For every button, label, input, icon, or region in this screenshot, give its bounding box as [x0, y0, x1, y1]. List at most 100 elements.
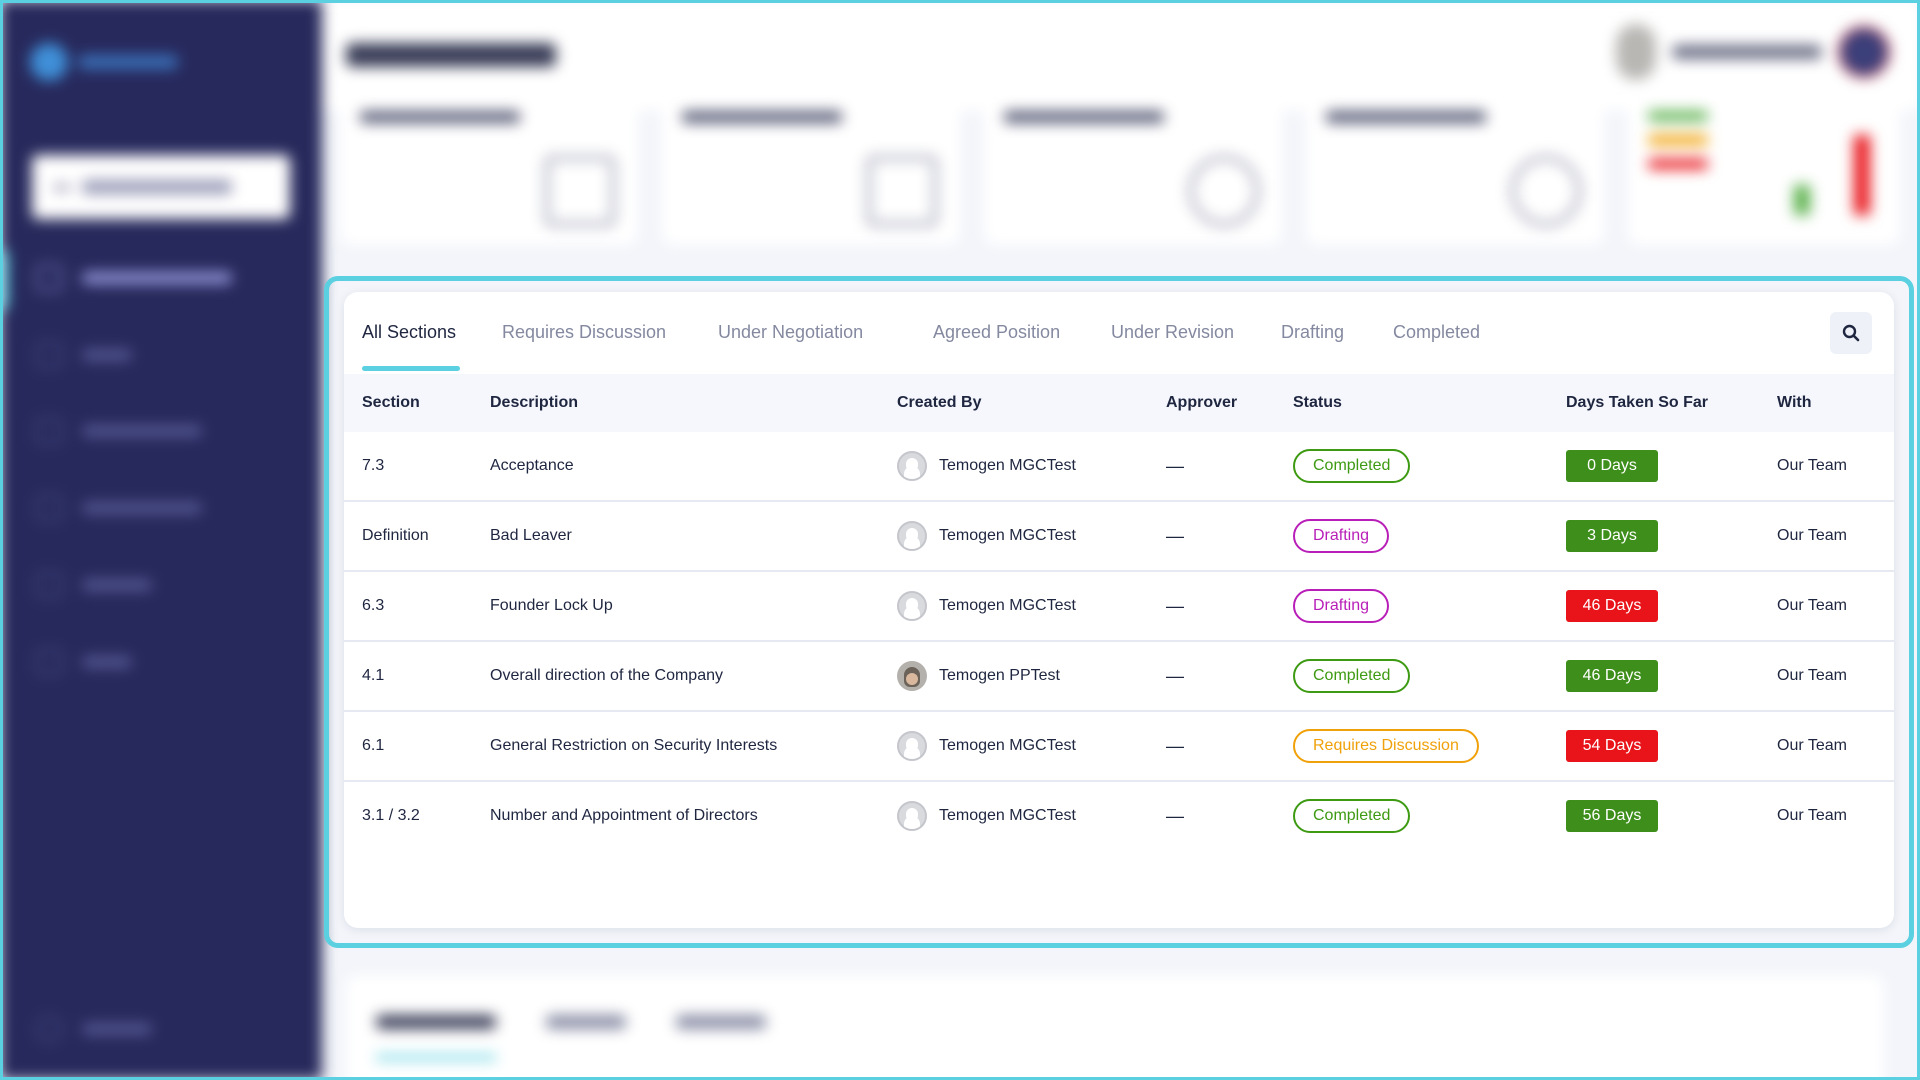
stat-card — [661, 95, 960, 245]
user-avatar — [897, 801, 927, 831]
creator-name: Temogen MGCTest — [939, 527, 1076, 544]
sidebar-item — [36, 570, 152, 600]
table-row[interactable]: 6.3 Founder Lock Up Temogen MGCTest — Drafti… — [344, 572, 1894, 642]
cell-status: Completed — [1293, 782, 1411, 850]
stats-row — [340, 95, 1900, 245]
status-badge: Requires Discussion — [1293, 729, 1479, 763]
cell-description: Founder Lock Up — [490, 597, 613, 614]
cell-days: 46 Days — [1566, 642, 1658, 710]
stat-card — [1305, 95, 1604, 245]
stat-chart-card — [1627, 95, 1900, 245]
cell-approver: — — [1166, 735, 1184, 756]
notification-icon — [1838, 26, 1890, 78]
creator-name: Temogen MGCTest — [939, 457, 1076, 474]
table-header: Section Description Created By Approver … — [344, 374, 1894, 432]
cell-days: 3 Days — [1566, 502, 1658, 570]
user-avatar — [897, 591, 927, 621]
tab-agreed-position[interactable]: Agreed Position — [933, 322, 1061, 342]
cell-status: Completed — [1293, 432, 1411, 500]
cell-created-by: Temogen MGCTest — [897, 712, 1076, 780]
cell-approver: — — [1166, 595, 1184, 616]
tab-all-sections[interactable]: All Sections — [362, 322, 457, 342]
table-body: 7.3 Acceptance Temogen MGCTest — Completed 0 … — [344, 432, 1894, 852]
search-icon — [1842, 324, 1860, 342]
active-tab-underline — [362, 366, 460, 371]
sidebar-item — [36, 493, 202, 523]
user-avatar — [897, 521, 927, 551]
cell-with: Our Team — [1777, 737, 1847, 754]
tab-under-negotiation[interactable]: Under Negotiation — [718, 322, 864, 342]
cell-created-by: Temogen PPTest — [897, 642, 1060, 710]
cell-created-by: Temogen MGCTest — [897, 502, 1076, 570]
column-header-approver: Approver — [1166, 394, 1238, 411]
tab-requires-discussion[interactable]: Requires Discussion — [502, 322, 667, 342]
status-badge: Completed — [1293, 659, 1411, 693]
cell-status: Drafting — [1293, 572, 1390, 640]
cell-status: Requires Discussion — [1293, 712, 1479, 780]
creator-name: Temogen MGCTest — [939, 807, 1076, 824]
table-row[interactable]: 3.1 / 3.2 Number and Appointment of Direc… — [344, 782, 1894, 852]
avatar — [1616, 24, 1656, 80]
cell-with: Our Team — [1777, 597, 1847, 614]
status-badge: Drafting — [1293, 519, 1390, 553]
stat-card — [983, 95, 1282, 245]
sidebar-item — [36, 647, 132, 677]
cell-approver: — — [1166, 455, 1184, 476]
tab-drafting[interactable]: Drafting — [1281, 322, 1345, 342]
cell-created-by: Temogen MGCTest — [897, 432, 1076, 500]
section-tabs: All Sections Requires Discussion Under N… — [362, 292, 1894, 374]
cell-status: Completed — [1293, 642, 1411, 710]
bottom-card — [346, 975, 1884, 1080]
table-row[interactable]: Definition Bad Leaver Temogen MGCTest — Draf… — [344, 502, 1894, 572]
cell-with: Our Team — [1777, 667, 1847, 684]
cell-days: 46 Days — [1566, 572, 1658, 640]
documents-panel: All Sections Requires Discussion Under N… — [344, 292, 1894, 928]
stat-card — [340, 95, 638, 245]
cell-created-by: Temogen MGCTest — [897, 782, 1076, 850]
column-header-with: With — [1777, 394, 1812, 411]
sidebar-item — [36, 416, 202, 446]
table-row[interactable]: 6.1 General Restriction on Security Inter… — [344, 712, 1894, 782]
cell-with: Our Team — [1777, 527, 1847, 544]
creator-name: Temogen PPTest — [939, 667, 1060, 684]
page-title — [346, 38, 556, 75]
cell-description: Number and Appointment of Directors — [490, 807, 758, 824]
table-row[interactable]: 4.1 Overall direction of the Company Temog… — [344, 642, 1894, 712]
cell-section: 7.3 — [362, 457, 385, 474]
user-menu — [1616, 24, 1890, 80]
cell-section: 6.1 — [362, 737, 385, 754]
cell-days: 0 Days — [1566, 432, 1658, 500]
top-bar — [322, 0, 1920, 110]
status-badge: Drafting — [1293, 589, 1390, 623]
column-header-description: Description — [490, 394, 579, 411]
days-badge: 54 Days — [1566, 730, 1658, 762]
days-badge: 3 Days — [1566, 520, 1658, 552]
search-button[interactable] — [1830, 312, 1872, 354]
user-avatar — [897, 451, 927, 481]
sidebar-item — [36, 263, 232, 293]
cell-description: Overall direction of the Company — [490, 667, 723, 684]
column-header-status: Status — [1293, 394, 1342, 411]
days-badge: 46 Days — [1566, 590, 1658, 622]
cell-description: Bad Leaver — [490, 527, 572, 544]
column-header-days: Days Taken So Far — [1566, 394, 1708, 411]
cell-days: 54 Days — [1566, 712, 1658, 780]
tab-under-revision[interactable]: Under Revision — [1111, 322, 1235, 342]
creator-name: Temogen MGCTest — [939, 737, 1076, 754]
cell-description: Acceptance — [490, 457, 574, 474]
cell-section: 3.1 / 3.2 — [362, 807, 420, 824]
focus-highlight — [324, 276, 1914, 948]
new-document-button — [32, 155, 290, 219]
table-row[interactable]: 7.3 Acceptance Temogen MGCTest — Completed 0 … — [344, 432, 1894, 502]
cell-section: Definition — [362, 527, 429, 544]
cell-with: Our Team — [1777, 807, 1847, 824]
cell-approver: — — [1166, 665, 1184, 686]
cell-approver: — — [1166, 805, 1184, 826]
cell-status: Drafting — [1293, 502, 1390, 570]
user-avatar — [897, 661, 927, 691]
sidebar-active-indicator — [0, 250, 8, 310]
tab-completed[interactable]: Completed — [1393, 322, 1481, 342]
user-avatar — [897, 731, 927, 761]
cell-with: Our Team — [1777, 457, 1847, 474]
